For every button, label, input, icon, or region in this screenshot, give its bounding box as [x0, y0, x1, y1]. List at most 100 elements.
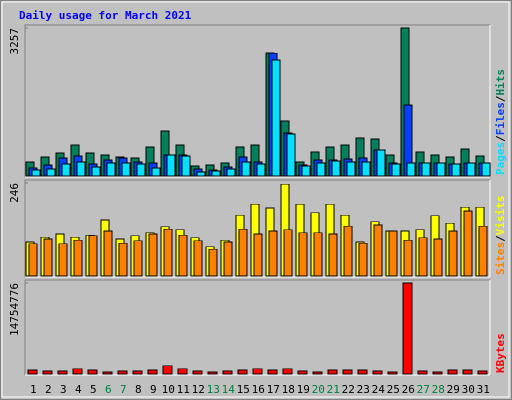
bar	[177, 368, 188, 375]
x-tick-label: 9	[150, 383, 157, 396]
bar	[91, 166, 101, 177]
bar	[466, 162, 476, 177]
x-tick-label: 19	[297, 383, 310, 396]
bar	[451, 163, 461, 177]
bar	[162, 365, 173, 375]
bar	[87, 369, 98, 375]
legend-entry: Pages	[494, 142, 507, 175]
bar	[118, 242, 128, 277]
bar	[163, 228, 173, 277]
bar	[343, 225, 353, 277]
x-tick-label: 10	[162, 383, 175, 396]
x-tick-label: 24	[372, 383, 386, 396]
bar	[132, 370, 143, 375]
x-tick-label: 2	[45, 383, 52, 396]
bar	[271, 59, 281, 177]
x-tick-label: 11	[177, 383, 190, 396]
bar	[477, 370, 488, 375]
bar	[421, 162, 431, 177]
bar	[358, 242, 368, 277]
x-tick-label: 25	[387, 383, 400, 396]
bar	[226, 168, 236, 177]
bar	[166, 154, 176, 177]
bar	[192, 370, 203, 375]
bar	[267, 369, 278, 375]
x-tick-label: 16	[252, 383, 265, 396]
bar	[147, 369, 158, 375]
chart-title: Daily usage for March 2021	[19, 9, 192, 22]
bar	[432, 371, 443, 375]
bar	[27, 369, 38, 375]
bar	[286, 133, 296, 177]
bar	[331, 160, 341, 177]
legend-separator: /	[494, 235, 507, 242]
x-tick-label: 6	[105, 383, 112, 396]
bar	[406, 162, 416, 177]
panel	[24, 279, 491, 376]
bar	[417, 370, 428, 375]
legend-entry: Files	[494, 102, 507, 135]
bar	[241, 161, 251, 177]
bar	[402, 282, 413, 375]
bar	[253, 233, 263, 277]
y-tick-label: 3257	[8, 28, 21, 55]
x-tick-label: 28	[432, 383, 445, 396]
bar	[436, 162, 446, 177]
bar	[43, 238, 53, 277]
bar	[373, 224, 383, 277]
legend: Sites/Visits	[494, 196, 507, 276]
bar	[181, 155, 191, 177]
x-tick-label: 3	[60, 383, 67, 396]
bar	[433, 238, 443, 277]
bar	[178, 234, 188, 277]
bar	[283, 229, 293, 277]
x-tick-label: 14	[222, 383, 236, 396]
bar	[136, 163, 146, 177]
x-tick-label: 23	[357, 383, 370, 396]
bar	[208, 248, 218, 277]
x-tick-label: 27	[417, 383, 430, 396]
bar	[31, 169, 41, 177]
x-tick-label: 29	[447, 383, 460, 396]
bar	[196, 171, 206, 177]
bar	[312, 371, 323, 375]
bar	[76, 161, 86, 177]
bar	[256, 163, 266, 177]
bar	[342, 369, 353, 375]
bar	[73, 239, 83, 277]
bar	[346, 161, 356, 177]
bar	[297, 370, 308, 375]
bar	[478, 225, 488, 277]
x-tick-label: 4	[75, 383, 82, 396]
bar	[403, 239, 413, 277]
x-tick-label: 26	[402, 383, 415, 396]
y-tick-label: 246	[8, 183, 21, 203]
bar	[211, 170, 221, 177]
legend: KBytes	[494, 333, 507, 373]
bar	[207, 371, 218, 375]
x-tick-label: 20	[312, 383, 325, 396]
bar	[148, 233, 158, 277]
x-tick-label: 12	[192, 383, 205, 396]
bar	[238, 228, 248, 277]
legend-separator: /	[494, 135, 507, 142]
bar	[193, 240, 203, 277]
bar	[448, 230, 458, 277]
x-tick-label: 21	[327, 383, 340, 396]
bar	[46, 168, 56, 177]
bar	[106, 162, 116, 177]
bar	[357, 369, 368, 375]
bar	[328, 233, 338, 277]
legend: Pages/Files/Hits	[494, 69, 507, 175]
bar	[481, 162, 491, 177]
bar	[28, 243, 38, 277]
x-tick-label: 13	[207, 383, 220, 396]
bar	[447, 369, 458, 375]
bar	[117, 370, 128, 375]
x-tick-label: 1	[30, 383, 37, 396]
bar	[133, 240, 143, 277]
bar	[57, 370, 68, 375]
x-tick-label: 15	[237, 383, 250, 396]
